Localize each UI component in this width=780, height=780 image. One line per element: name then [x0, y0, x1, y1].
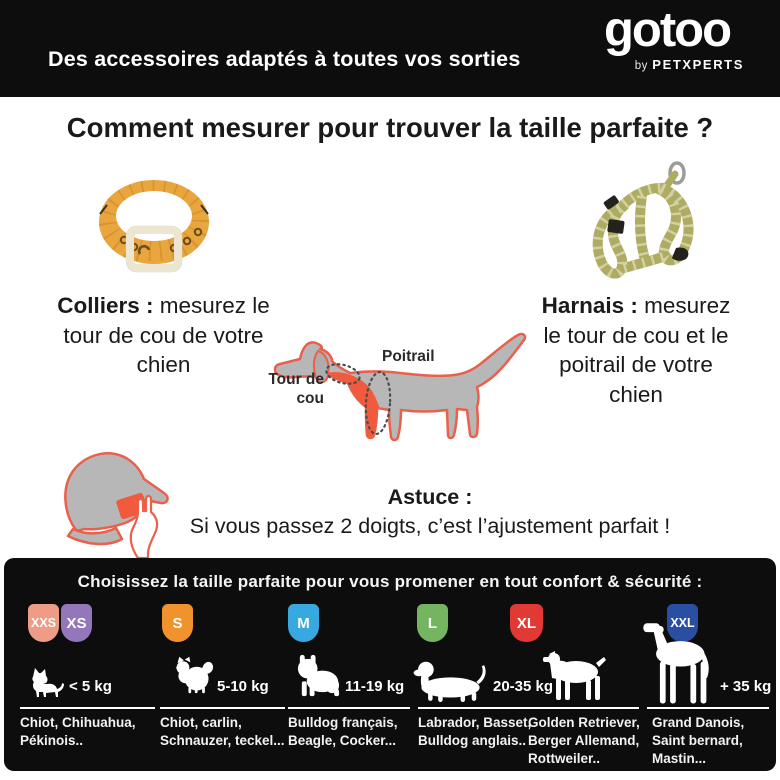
harness-illustration	[592, 161, 694, 279]
great-dane-icon	[643, 623, 709, 704]
divider	[418, 707, 639, 709]
dog-head-hand-illustration	[64, 452, 169, 558]
weight-xxl: + 35 kg	[720, 678, 772, 695]
breeds-l: Labrador, Basset, Bulldog anglais..	[418, 715, 532, 748]
breeds-xl: Golden Retriever, Berger Allemand, Rottw…	[528, 715, 640, 766]
rottweiler-icon	[543, 651, 606, 700]
tip-label: Astuce :	[387, 485, 473, 509]
french-bulldog-icon	[297, 654, 340, 697]
breeds-s: Chiot, carlin, Schnauzer, teckel...	[160, 715, 285, 748]
neck-label: Tour de cou	[268, 371, 324, 408]
divider	[20, 707, 155, 709]
weight-xxs-xs: < 5 kg	[69, 678, 112, 695]
size-badge-m: M	[288, 604, 319, 642]
spitz-icon	[175, 656, 214, 694]
basset-icon	[413, 661, 486, 702]
size-badge-xl: XL	[510, 604, 543, 642]
collar-label: Colliers :	[57, 293, 154, 318]
weight-s: 5-10 kg	[217, 678, 269, 695]
divider	[160, 707, 285, 709]
chest-label: Poitrail	[382, 348, 435, 365]
gotoo-logo-subtext: by PETXPERTS	[588, 56, 746, 74]
size-badge-xs: XS	[61, 604, 92, 642]
harness-text: mesurez le tour de cou et le poitrail de…	[543, 293, 731, 408]
divider	[647, 707, 769, 709]
breeds-xxl: Grand Danois, Saint bernard, Mastin...	[652, 715, 745, 766]
chihuahua-icon	[32, 668, 64, 697]
weight-l-xl: 20-35 kg	[493, 678, 554, 695]
size-badge-l: L	[417, 604, 448, 642]
gotoo-logo: gotoo by PETXPERTS	[588, 6, 746, 74]
logo-by-text: by	[634, 60, 648, 72]
sizes-panel-title: Choisissez la taille parfaite pour vous …	[77, 572, 703, 591]
header-bar: Des accessoires adaptés à toutes vos sor…	[0, 0, 780, 97]
size-badge-xxl: XXL	[667, 604, 698, 642]
header-tagline: Des accessoires adaptés à toutes vos sor…	[48, 47, 521, 71]
logo-brand-text: PETXPERTS	[652, 57, 744, 72]
gotoo-logo-text: gotoo	[603, 3, 732, 57]
collar-illustration	[92, 171, 216, 273]
size-badge-s: S	[162, 604, 193, 642]
page-title: Comment mesurer pour trouver la taille p…	[66, 112, 714, 143]
dog-measure-diagram	[273, 332, 527, 442]
collar-description: Colliers : mesurez le tour de cou de vot…	[36, 291, 291, 380]
weight-m: 11-19 kg	[345, 678, 405, 695]
breeds-m: Bulldog français, Beagle, Cocker...	[288, 715, 398, 748]
breeds-xxs-xs: Chiot, Chihuahua, Pékinois..	[20, 715, 136, 748]
collar-text: mesurez le tour de cou de votre chien	[63, 293, 270, 378]
harness-label: Harnais :	[541, 293, 638, 318]
divider	[288, 707, 410, 709]
harness-description: Harnais : mesurez le tour de cou et le p…	[530, 291, 742, 410]
size-badge-xxs: XXS	[28, 604, 59, 642]
sizes-panel: Choisissez la taille parfaite pour vous …	[4, 558, 776, 771]
tip-text: Si vous passez 2 doigts, c’est l’ajustem…	[189, 514, 671, 539]
tip-block: Astuce : Si vous passez 2 doigts, c’est …	[180, 483, 680, 541]
